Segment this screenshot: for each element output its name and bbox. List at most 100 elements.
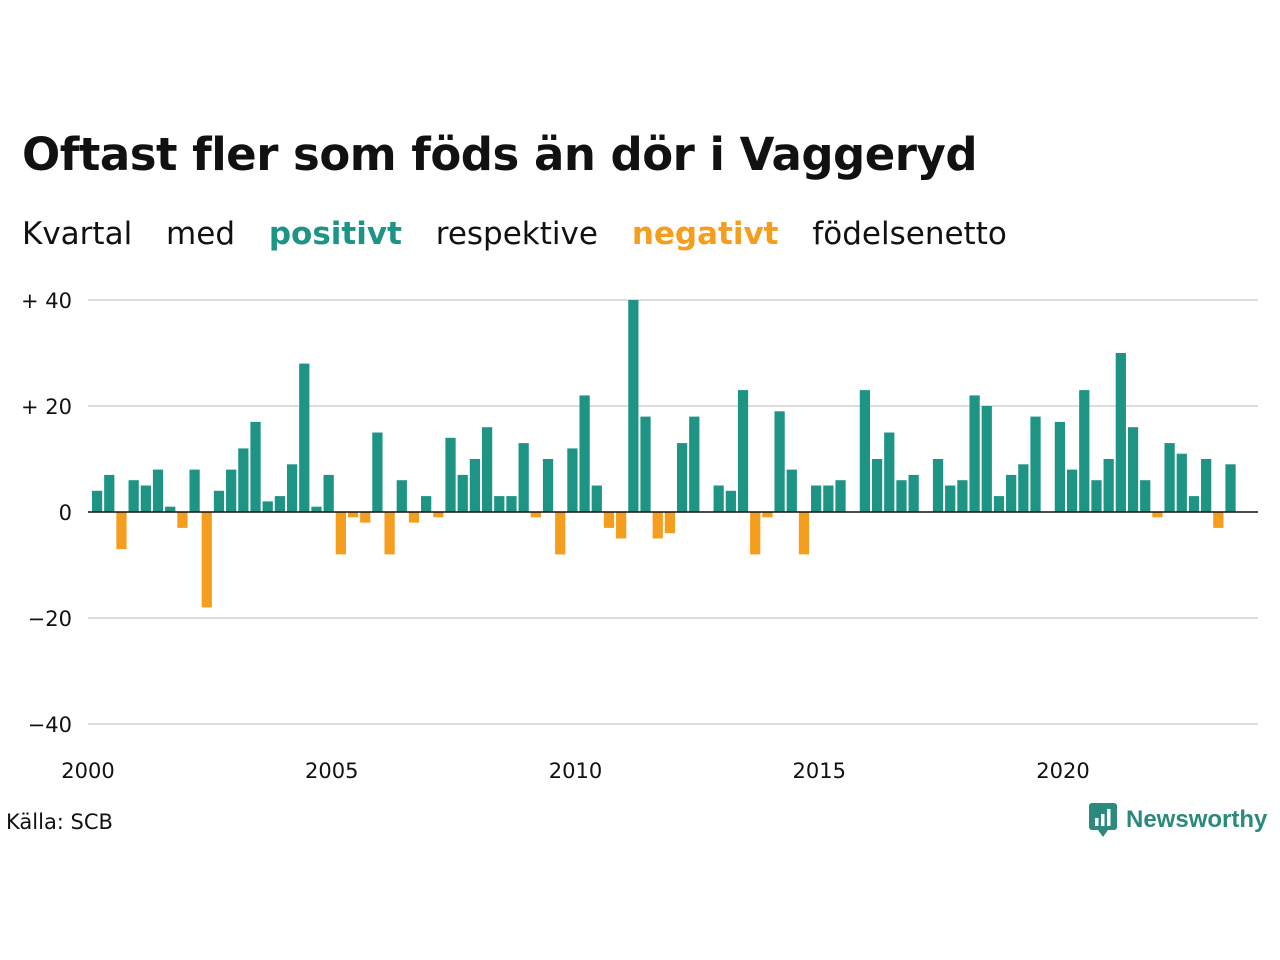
bar <box>152 469 164 512</box>
bar <box>238 448 249 512</box>
source-note: Källa: SCB <box>6 810 113 834</box>
bar-layer <box>91 300 1236 608</box>
bar <box>1127 427 1139 512</box>
bar <box>445 437 456 512</box>
bar <box>1201 459 1212 512</box>
bar <box>128 480 139 512</box>
bar <box>421 496 432 512</box>
bar <box>798 512 810 555</box>
bar <box>104 474 115 512</box>
bar <box>945 485 956 512</box>
bar <box>762 512 773 518</box>
bar <box>1006 474 1017 512</box>
bar <box>603 512 615 528</box>
bar <box>1115 353 1126 512</box>
bar <box>737 390 749 512</box>
bar <box>591 485 602 512</box>
bar <box>518 443 529 512</box>
bar <box>433 512 444 518</box>
x-tick-label: 2020 <box>1036 759 1089 783</box>
bar <box>774 411 785 512</box>
bar <box>140 485 151 512</box>
bar <box>1164 443 1175 512</box>
y-tick-label: 0 <box>59 501 72 525</box>
y-tick-label: + 40 <box>21 289 72 313</box>
bar <box>555 512 566 555</box>
bar <box>1213 512 1224 528</box>
bar <box>932 459 944 512</box>
bar <box>652 512 663 539</box>
bar <box>993 496 1005 512</box>
chart-title: Oftast fler som föds än dör i Vaggeryd <box>22 128 978 181</box>
bar <box>1140 480 1151 512</box>
bar <box>628 300 639 512</box>
x-tick-label: 2005 <box>305 759 358 783</box>
bar <box>725 490 736 512</box>
bar <box>1030 416 1041 512</box>
bar <box>676 443 688 512</box>
subtitle-word: med <box>166 216 235 252</box>
bar <box>835 480 846 512</box>
axis-layer: + 40 + 20 0 −20 −40 2000 2005 2010 2015 2020 <box>21 289 1258 783</box>
y-tick-label: + 20 <box>21 395 72 419</box>
y-tick-label: −20 <box>28 607 72 631</box>
bar <box>250 421 261 512</box>
bar <box>457 474 468 512</box>
bar <box>1176 453 1187 512</box>
bar <box>408 512 420 523</box>
bar <box>323 474 334 512</box>
bar <box>1054 421 1066 512</box>
bar <box>1018 464 1029 512</box>
bar-chart: + 40 + 20 0 −20 −40 2000 2005 2010 2015 2020 <box>21 289 1258 783</box>
bar <box>226 469 237 512</box>
bar <box>335 512 346 555</box>
bar <box>859 390 871 512</box>
bar <box>1152 512 1163 518</box>
bar <box>908 474 919 512</box>
x-tick-label: 2015 <box>793 759 846 783</box>
bar <box>274 496 286 512</box>
bar <box>384 512 395 555</box>
bar <box>871 459 883 512</box>
bar <box>396 480 407 512</box>
bar <box>1225 464 1236 512</box>
bar <box>494 496 505 512</box>
x-tick-label: 2010 <box>549 759 602 783</box>
bar <box>1079 390 1090 512</box>
bar <box>189 469 200 512</box>
bar <box>616 512 627 539</box>
bar <box>530 512 541 518</box>
bar <box>286 464 298 512</box>
bar <box>640 416 651 512</box>
bar <box>579 395 590 512</box>
subtitle-positive: positivt <box>268 216 402 252</box>
y-tick-label: −40 <box>28 713 72 737</box>
bar <box>1091 480 1102 512</box>
bar <box>689 416 700 512</box>
subtitle-negative: negativt <box>631 216 779 252</box>
bar <box>116 512 127 550</box>
bar <box>360 512 371 523</box>
bar <box>347 512 359 518</box>
bar <box>981 406 992 512</box>
bar <box>786 469 797 512</box>
bar <box>213 490 225 512</box>
chart-bubble-icon <box>1089 803 1117 837</box>
bar <box>1103 459 1114 512</box>
bar <box>201 512 212 608</box>
bar <box>1066 469 1078 512</box>
bar <box>896 480 907 512</box>
chart-subtitle: Kvartal med positivt respektive negativt… <box>22 216 1031 252</box>
bar <box>165 506 176 512</box>
bar <box>811 485 822 512</box>
bar <box>1188 496 1200 512</box>
bar <box>957 480 968 512</box>
bar <box>567 448 578 512</box>
bar <box>884 432 895 512</box>
bar <box>372 432 383 512</box>
x-tick-label: 2000 <box>61 759 114 783</box>
bar <box>664 512 676 534</box>
bar <box>177 512 188 528</box>
bar <box>299 363 310 512</box>
bar <box>91 490 103 512</box>
